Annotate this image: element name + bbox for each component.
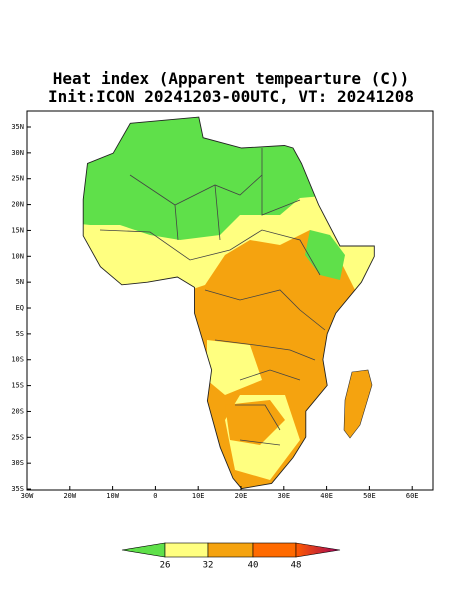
lat-label: 5N: [16, 278, 24, 286]
heat-field: [83, 117, 375, 489]
lon-label: 60E: [406, 492, 419, 500]
lon-label: 30W: [21, 492, 34, 500]
lat-label: EQ: [16, 304, 24, 312]
lat-label: 35N: [11, 123, 24, 131]
subtitle: Init:ICON 20241203-00UTC, VT: 20241208: [48, 87, 414, 106]
lat-label: 25S: [11, 433, 24, 441]
lon-label: 0: [153, 492, 157, 500]
colorbar-label: 26: [160, 561, 171, 571]
lat-label: 15N: [11, 226, 24, 234]
lon-label: 50E: [363, 492, 376, 500]
lat-label: 25N: [11, 175, 24, 183]
lon-label: 30E: [277, 492, 290, 500]
lon-label: 40E: [320, 492, 333, 500]
lat-label: 15S: [11, 382, 24, 390]
coastline: [82, 116, 375, 490]
lat-label: 20S: [11, 407, 24, 415]
lon-label: 20W: [63, 492, 76, 500]
lat-label: 10N: [11, 252, 24, 260]
lat-label: 30N: [11, 149, 24, 157]
madagascar: [343, 369, 373, 439]
map-frame: [26, 110, 434, 491]
lat-label: 5S: [16, 330, 24, 338]
title: Heat index (Apparent tempearture (C)): [53, 69, 409, 88]
lat-label: 10S: [11, 356, 24, 364]
lon-label: 10E: [192, 492, 205, 500]
colorbar-label: 48: [291, 561, 302, 571]
country-borders: [99, 148, 326, 446]
lat-label: 30S: [11, 459, 24, 467]
colorbar-label: 32: [203, 561, 214, 571]
lon-label: 10W: [106, 492, 119, 500]
lat-label: 35S: [11, 485, 24, 493]
colorbar-label: 40: [248, 561, 259, 571]
colorbar: [121, 542, 341, 558]
lat-label: 20N: [11, 201, 24, 209]
lon-label: 20E: [235, 492, 248, 500]
